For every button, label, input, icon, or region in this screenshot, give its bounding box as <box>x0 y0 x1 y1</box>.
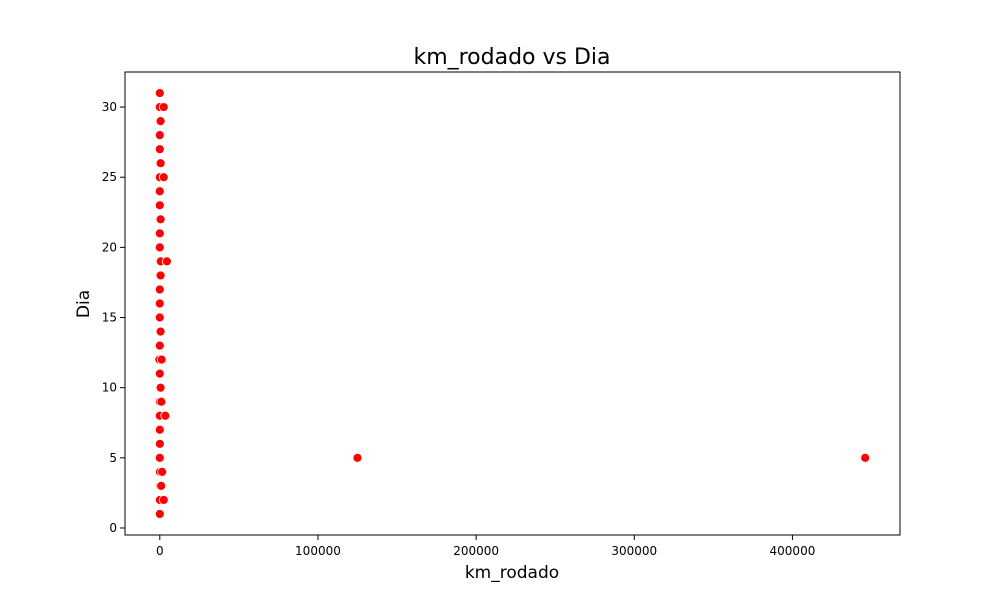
data-point <box>154 312 165 323</box>
data-point <box>154 452 165 463</box>
y-tick-label: 0 <box>109 521 117 535</box>
y-tick-label: 25 <box>102 170 117 184</box>
data-point <box>155 270 166 281</box>
data-points <box>154 88 871 519</box>
x-axis-ticks: 0 100000 200000 300000 400000 <box>156 535 815 558</box>
data-point <box>155 158 166 169</box>
data-point <box>157 466 168 477</box>
data-point <box>154 368 165 379</box>
data-point <box>155 214 166 225</box>
data-point <box>154 438 165 449</box>
x-tick-label: 0 <box>156 544 164 558</box>
data-point <box>154 144 165 155</box>
data-point <box>156 480 167 491</box>
data-point <box>154 298 165 309</box>
y-tick-label: 20 <box>102 240 117 254</box>
y-tick-label: 15 <box>102 311 117 325</box>
data-point <box>154 186 165 197</box>
data-point <box>155 326 166 337</box>
data-point <box>154 228 165 239</box>
data-point <box>860 452 871 463</box>
y-axis-label: Dia <box>74 290 94 318</box>
data-point <box>154 88 165 98</box>
data-point <box>158 102 169 112</box>
data-point <box>156 396 167 407</box>
y-axis-ticks: 0 5 10 15 20 25 30 <box>102 100 125 535</box>
data-point <box>155 382 166 393</box>
y-tick-label: 10 <box>102 381 117 395</box>
data-point <box>352 452 363 463</box>
y-tick-label: 30 <box>102 100 117 114</box>
data-point <box>154 509 165 519</box>
chart-title: km_rodado vs Dia <box>413 45 610 70</box>
x-axis-label: km_rodado <box>465 563 559 583</box>
data-point <box>154 200 165 211</box>
data-point <box>154 284 165 295</box>
data-point <box>162 256 172 267</box>
y-tick-label: 5 <box>109 451 117 465</box>
data-point <box>158 495 169 505</box>
x-tick-label: 200000 <box>453 544 499 558</box>
x-tick-label: 400000 <box>770 544 816 558</box>
plot-area <box>124 71 901 536</box>
data-point <box>154 242 165 253</box>
data-point <box>158 172 169 183</box>
data-point <box>156 354 167 365</box>
data-point <box>160 410 171 421</box>
x-tick-label: 300000 <box>611 544 657 558</box>
data-point <box>154 340 165 351</box>
data-point <box>154 130 165 141</box>
x-tick-label: 100000 <box>295 544 341 558</box>
data-point <box>154 424 165 435</box>
data-point <box>155 116 166 127</box>
